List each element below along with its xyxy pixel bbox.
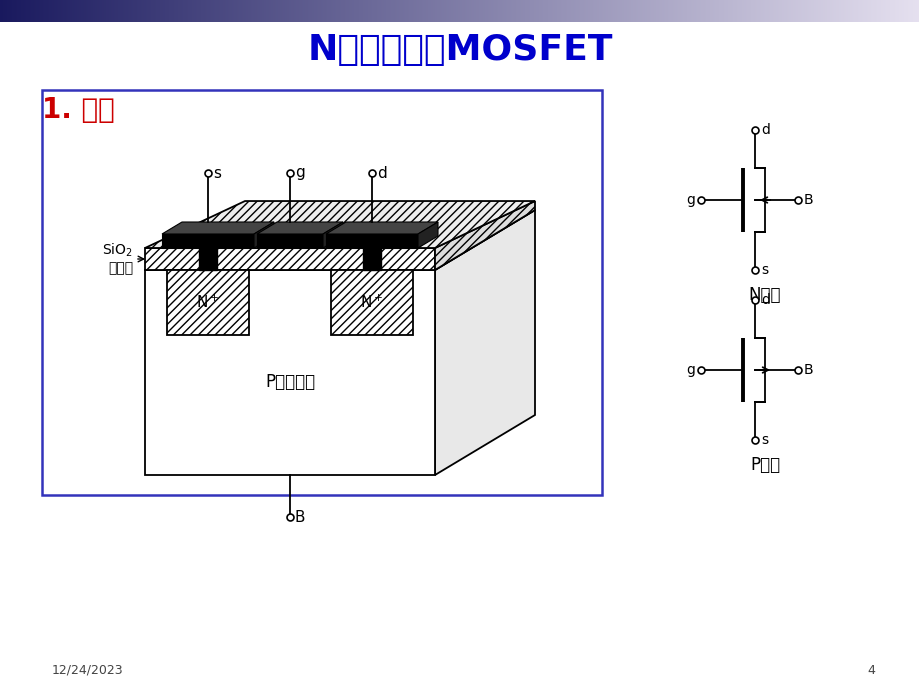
Bar	[42, 90, 601, 495]
Polygon shape	[145, 201, 535, 248]
Text: d: d	[377, 166, 386, 181]
Text: N沟道: N沟道	[748, 286, 780, 304]
Text: 绹缘层: 绹缘层	[108, 261, 133, 275]
Text: B: B	[803, 193, 812, 207]
Text: P沟道: P沟道	[749, 456, 779, 474]
Bar	[363, 248, 380, 270]
Text: d: d	[760, 123, 769, 137]
Text: 4: 4	[867, 664, 874, 676]
Polygon shape	[256, 222, 343, 234]
Text: g: g	[686, 193, 694, 207]
Text: P（衬底）: P（衬底）	[265, 373, 314, 391]
Polygon shape	[162, 234, 254, 248]
Text: 12/24/2023: 12/24/2023	[52, 664, 123, 676]
Text: N$^+$: N$^+$	[196, 294, 220, 311]
Polygon shape	[145, 210, 535, 270]
Text: g: g	[295, 166, 304, 181]
Polygon shape	[331, 270, 413, 335]
Polygon shape	[162, 222, 274, 234]
Polygon shape	[417, 222, 437, 248]
Text: 1. 结构: 1. 结构	[42, 96, 115, 124]
Polygon shape	[145, 248, 435, 270]
Polygon shape	[167, 270, 249, 335]
Polygon shape	[145, 270, 435, 475]
Text: s: s	[760, 433, 767, 447]
Polygon shape	[254, 222, 274, 248]
Bar	[199, 248, 217, 270]
Text: B: B	[803, 363, 812, 377]
Text: SiO$_2$: SiO$_2$	[102, 241, 133, 259]
Text: s: s	[213, 166, 221, 181]
Polygon shape	[323, 222, 343, 248]
Text: g: g	[686, 363, 694, 377]
Polygon shape	[256, 234, 323, 248]
Text: d: d	[760, 293, 769, 307]
Text: N$^+$: N$^+$	[360, 294, 383, 311]
Text: B: B	[295, 509, 305, 524]
Polygon shape	[435, 201, 535, 270]
Polygon shape	[325, 234, 417, 248]
Polygon shape	[325, 222, 437, 234]
Polygon shape	[435, 210, 535, 475]
Text: s: s	[760, 263, 767, 277]
Text: N沟道增强型MOSFET: N沟道增强型MOSFET	[307, 33, 612, 67]
